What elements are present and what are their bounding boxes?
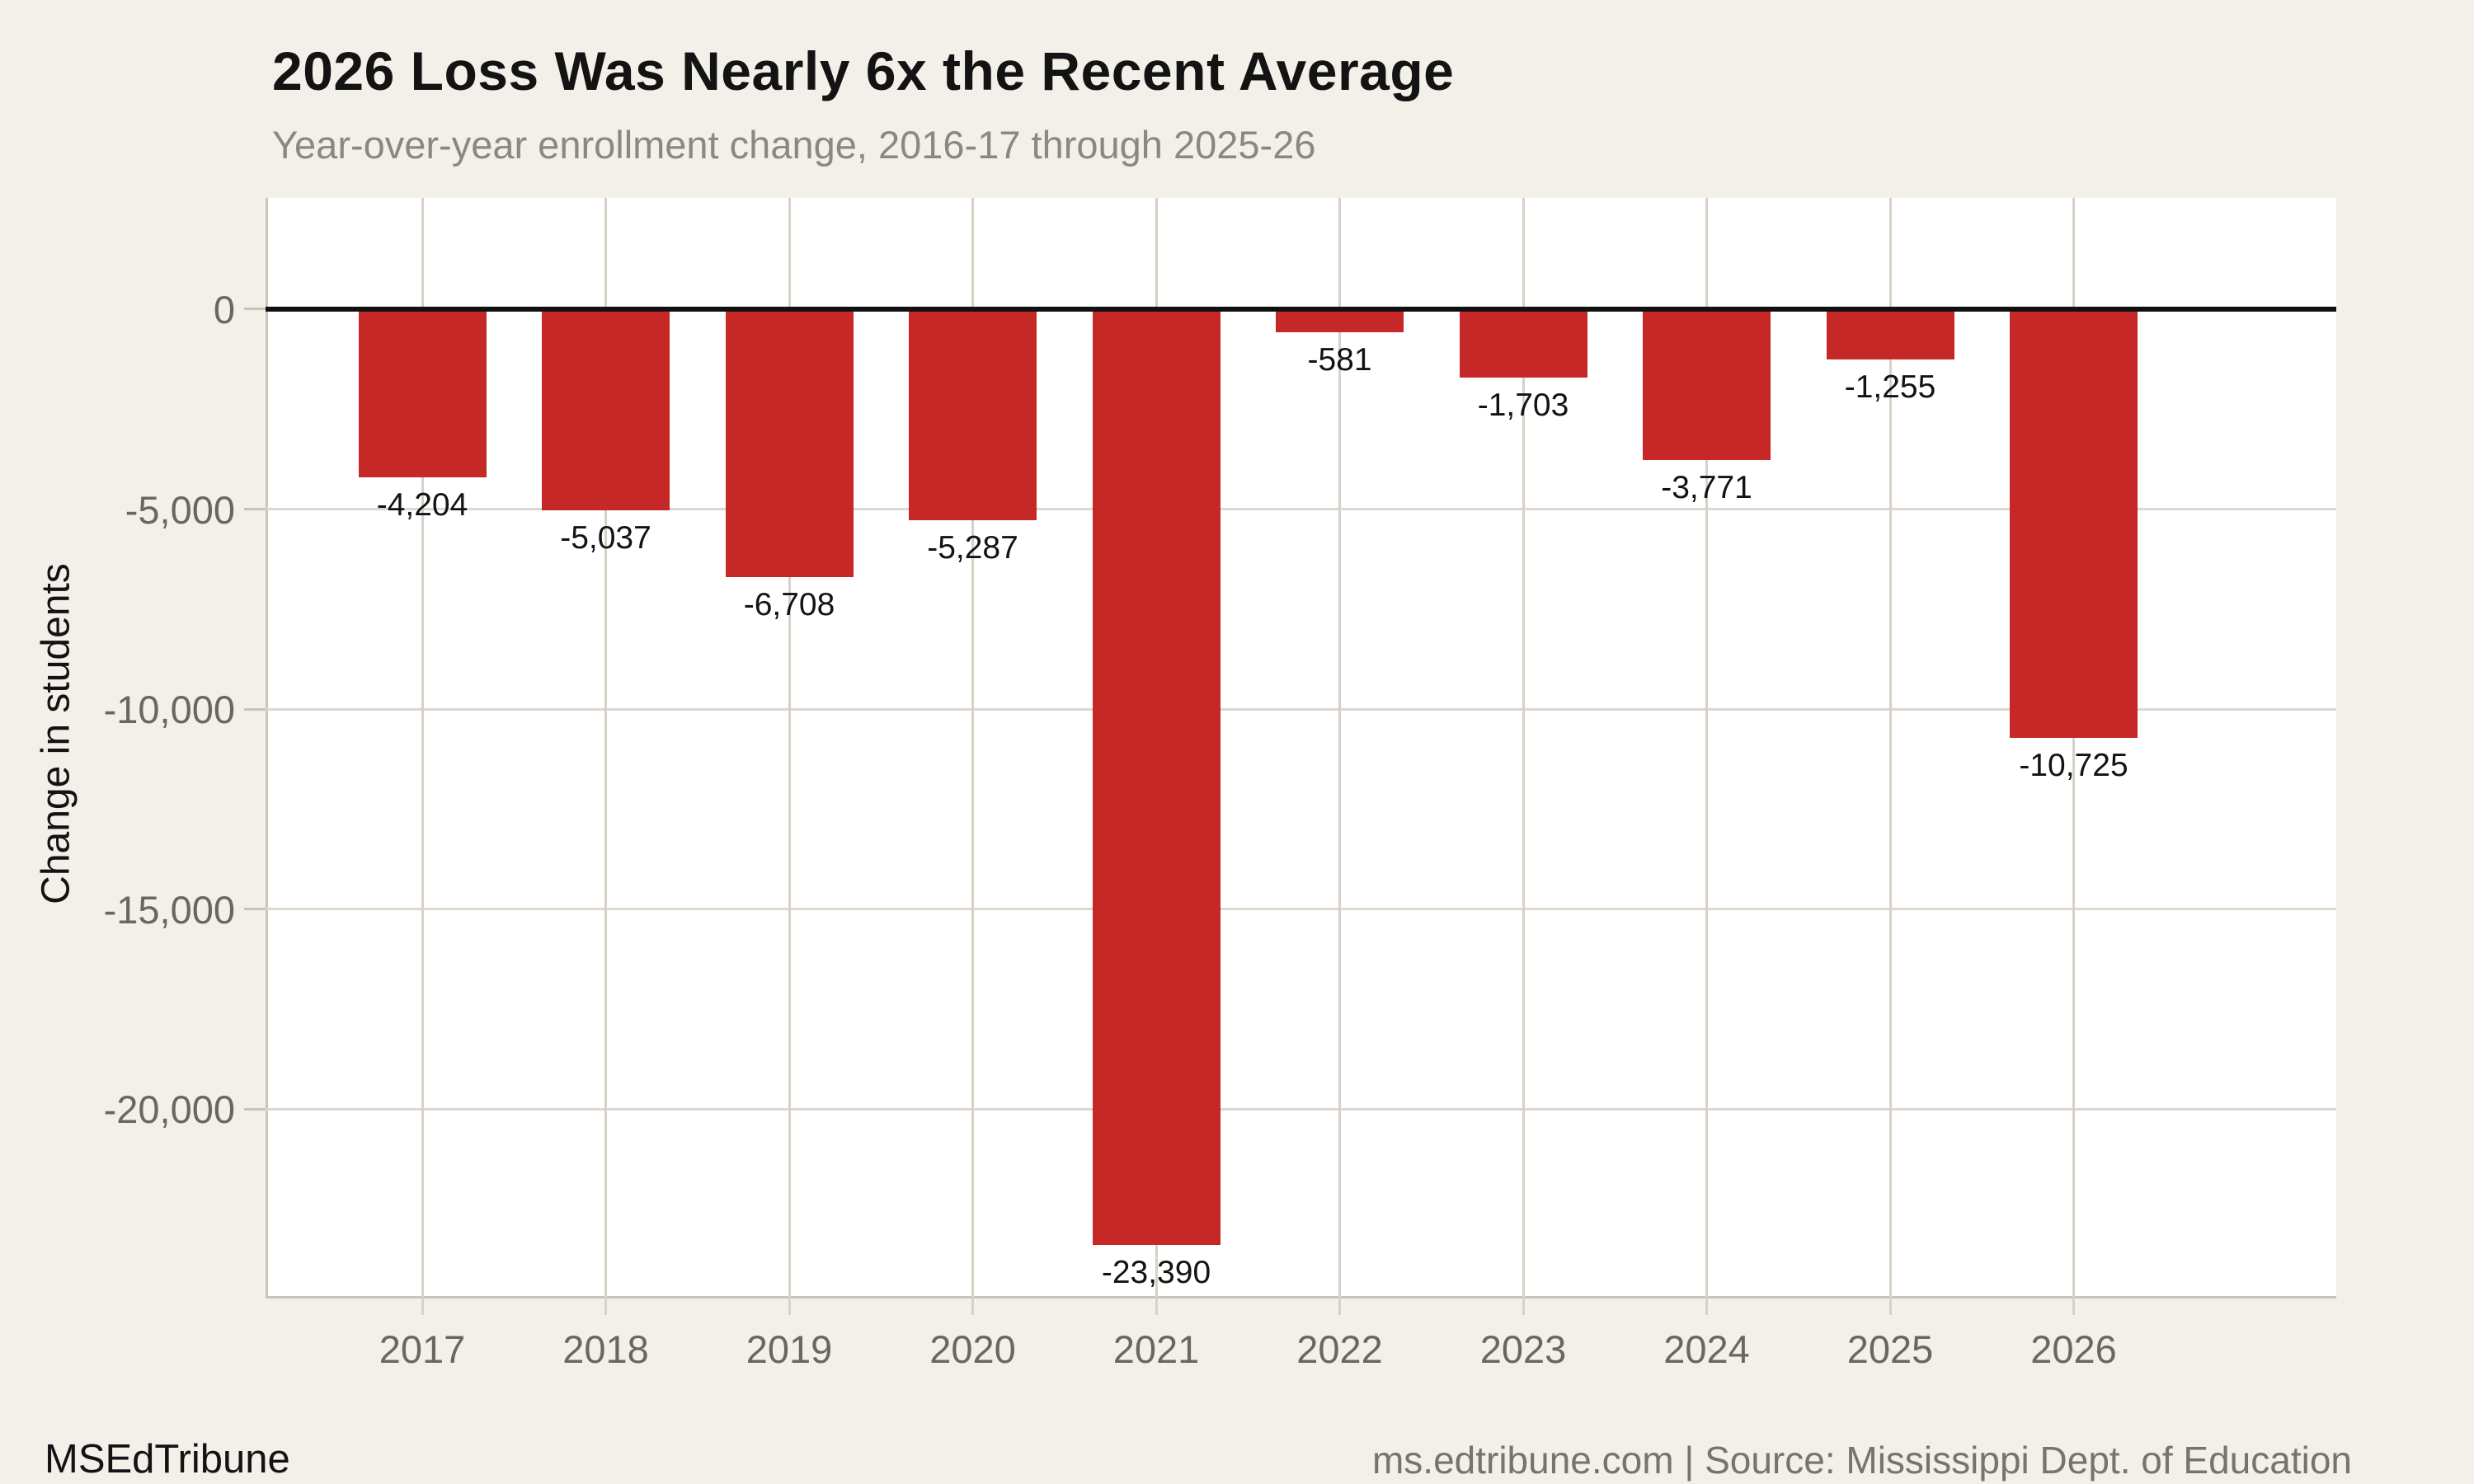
y-axis-label: Change in students: [34, 563, 78, 904]
y-tick-label: -20,000: [103, 1087, 235, 1132]
x-gridline: [971, 198, 974, 1315]
x-tick-label: 2021: [1112, 1327, 1200, 1371]
bar-value-label: -5,287: [927, 530, 1018, 566]
x-gridline: [421, 198, 424, 1315]
y-tick-mark: [244, 308, 266, 311]
chart-title: 2026 Loss Was Nearly 6x the Recent Avera…: [272, 40, 1455, 101]
y-tick-label: 0: [213, 287, 235, 331]
y-gridline: [266, 908, 2336, 911]
x-tick-label: 2026: [2030, 1327, 2117, 1371]
y-gridline: [266, 1107, 2336, 1111]
bar-2017: [358, 308, 487, 477]
bar-value-label: -10,725: [2019, 748, 2128, 784]
bar-value-label: -1,255: [1844, 369, 1936, 405]
y-tick-label: -5,000: [125, 487, 235, 532]
bar-value-label: -5,037: [560, 520, 651, 556]
y-tick-mark: [244, 908, 266, 911]
x-tick-label: 2017: [379, 1327, 466, 1371]
bar-value-label: -4,204: [376, 486, 468, 523]
zero-baseline: [266, 306, 2336, 312]
y-tick-mark: [244, 707, 266, 711]
footer-source-attribution: ms.edtribune.com | Source: Mississippi D…: [1371, 1439, 2352, 1482]
x-gridline: [1705, 198, 1708, 1315]
x-gridline: [1888, 198, 1892, 1315]
x-gridline: [604, 198, 607, 1315]
bar-value-label: -6,708: [743, 587, 835, 623]
bar-2026: [2010, 308, 2138, 739]
x-gridline: [2072, 198, 2075, 1315]
x-tick-label: 2024: [1663, 1327, 1750, 1371]
bar-2021: [1092, 308, 1221, 1245]
y-tick-label: -10,000: [103, 688, 235, 732]
y-tick-mark: [244, 1107, 266, 1111]
x-gridline: [1338, 198, 1341, 1315]
bar-2023: [1459, 308, 1587, 378]
bar-value-label: -581: [1307, 342, 1372, 378]
bar-value-label: -1,703: [1477, 387, 1569, 423]
bar-2024: [1643, 308, 1771, 460]
y-gridline: [266, 707, 2336, 711]
x-tick-label: 2019: [745, 1327, 833, 1371]
chart-subtitle: Year-over-year enrollment change, 2016-1…: [272, 123, 1316, 167]
x-tick-label: 2023: [1479, 1327, 1567, 1371]
bar-2018: [542, 308, 670, 511]
bar-2022: [1276, 308, 1404, 333]
footer-brand: MSEdTribune: [45, 1437, 290, 1482]
x-gridline: [1522, 198, 1525, 1315]
x-tick-label: 2018: [562, 1327, 649, 1371]
x-tick-label: 2025: [1846, 1327, 1934, 1371]
y-tick-label: -15,000: [103, 887, 235, 932]
bar-value-label: -3,771: [1661, 469, 1752, 505]
x-tick-label: 2022: [1296, 1327, 1383, 1371]
bar-2025: [1826, 308, 1954, 359]
bar-2019: [725, 308, 854, 578]
bar-2020: [909, 308, 1037, 521]
x-tick-label: 2020: [929, 1327, 1016, 1371]
y-tick-mark: [244, 508, 266, 511]
y-gridline: [266, 508, 2336, 511]
x-gridline: [788, 198, 791, 1315]
bar-value-label: -23,390: [1101, 1254, 1211, 1290]
